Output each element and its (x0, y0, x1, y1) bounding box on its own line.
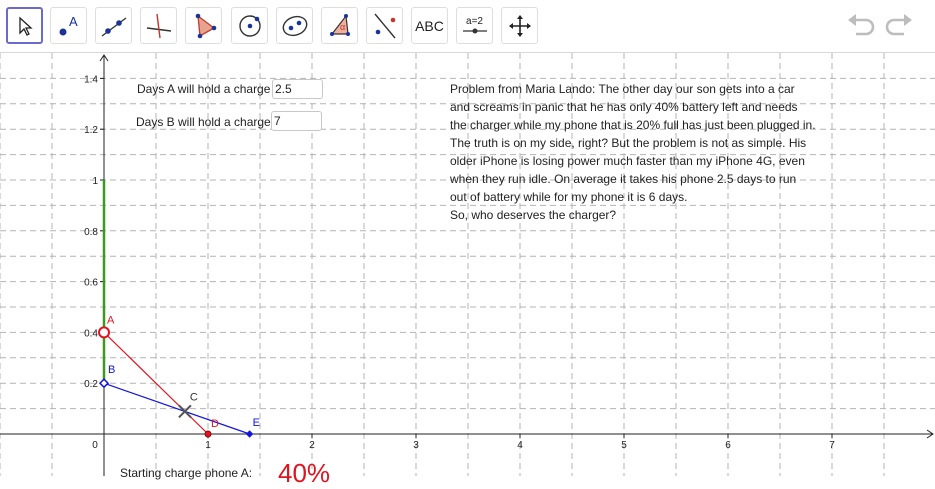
grid (0, 53, 935, 476)
polygon-icon (195, 13, 216, 38)
x-tick-label: 3 (413, 440, 419, 451)
point-e-label: E (253, 417, 260, 429)
problem-text: Problem from Maria Lando: The other day … (450, 80, 830, 224)
perpendicular-line-icon (146, 13, 171, 38)
slider-icon (462, 28, 487, 33)
problem-line: and screams in panic that he has only 40… (450, 100, 798, 114)
reflect-tool-button[interactable] (366, 7, 403, 44)
point-e[interactable] (245, 430, 254, 438)
problem-line: when they run idle. On average it takes … (450, 172, 797, 186)
point-c[interactable] (178, 404, 192, 419)
segment-b-e[interactable] (103, 382, 250, 435)
toolbar: A α ABC a=2 (0, 0, 935, 53)
problem-line: out of battery while for my phone it is … (450, 190, 688, 204)
point-c-label: C (190, 391, 198, 403)
text-tool-label: ABC (415, 17, 444, 34)
y-tick-label: 0.8 (84, 227, 98, 238)
reflect-icon (373, 13, 396, 38)
point-c-cross (178, 404, 192, 419)
point-a-label: A (107, 314, 115, 326)
text-tool-button[interactable]: ABC (411, 7, 448, 44)
x-tick-label: 2 (309, 440, 315, 451)
ellipse-icon (282, 15, 307, 36)
x-tick-label: 4 (517, 440, 523, 451)
point-tool-label: A (69, 14, 78, 29)
slider-tool-label: a=2 (466, 15, 483, 27)
tick-labels: 0 1 2 3 4 5 6 7 1.4 1.2 1 0.8 0.6 0.4 0.2 (84, 74, 835, 451)
point-d[interactable] (204, 430, 212, 438)
undo-icon (848, 14, 875, 36)
circle-icon (238, 14, 261, 37)
undo-button[interactable] (846, 14, 876, 40)
x-axis-arrow (926, 429, 934, 439)
circle-tool-button[interactable] (231, 7, 268, 44)
move-tool-button[interactable] (6, 7, 43, 44)
y-tick-label: 1.4 (84, 74, 98, 85)
angle-tool-label: α (340, 22, 345, 32)
problem-line: The truth is on my side, right? But the … (450, 136, 807, 150)
point-d-label: D (211, 418, 219, 430)
point-b[interactable] (98, 378, 110, 389)
days-a-label: Days A will hold a charge (137, 82, 271, 96)
redo-button[interactable] (884, 14, 914, 40)
point-b-label: B (108, 364, 115, 376)
line-icon (101, 16, 126, 37)
angle-tool-button[interactable]: α (321, 7, 358, 44)
point-tool-button[interactable]: A (50, 7, 87, 44)
days-a-input[interactable]: 2.5 (272, 79, 323, 99)
y-tick-label: 1 (92, 176, 98, 187)
perpendicular-tool-button[interactable] (140, 7, 177, 44)
y-tick-label: 0.2 (84, 379, 98, 390)
polygon-tool-button[interactable] (185, 7, 222, 44)
point-a[interactable] (98, 326, 110, 339)
x-tick-label: 7 (829, 440, 835, 451)
x-tick-label: 0 (92, 440, 98, 451)
x-tick-label: 5 (621, 440, 627, 451)
y-tick-label: 0.4 (84, 328, 98, 339)
days-b-input[interactable]: 7 (271, 111, 322, 131)
starting-charge-label: Starting charge phone A: (120, 466, 253, 480)
angle-icon: α (329, 13, 350, 36)
cursor-icon (18, 16, 33, 36)
redo-icon (885, 14, 912, 36)
line-tool-button[interactable] (95, 7, 132, 44)
ellipse-tool-button[interactable] (276, 7, 313, 44)
y-axis-arrow (99, 54, 109, 62)
move-graphics-tool-button[interactable] (501, 7, 538, 44)
problem-line: the charger while my phone that is 20% f… (450, 118, 816, 132)
problem-line: So, who deserves the charger? (450, 208, 617, 222)
x-tick-label: 6 (725, 440, 731, 451)
x-tick-label: 1 (205, 440, 211, 451)
graphics-view[interactable]: 0 1 2 3 4 5 6 7 1.4 1.2 1 0.8 0.6 0.4 0.2 A B C D E (0, 53, 935, 476)
geometry-objects[interactable]: A B C D E (98, 180, 260, 438)
problem-line: Problem from Maria Lando: The other day … (450, 82, 795, 96)
days-b-label: Days B will hold a charge (136, 115, 271, 129)
move-arrows-icon (508, 14, 531, 37)
point-icon: A (59, 14, 78, 35)
problem-line: older iPhone is losing power much faster… (450, 154, 805, 168)
starting-charge-value: 40% (278, 458, 331, 488)
slider-tool-button[interactable]: a=2 (456, 7, 493, 44)
y-tick-label: 1.2 (84, 125, 98, 136)
y-tick-label: 0.6 (84, 278, 98, 289)
